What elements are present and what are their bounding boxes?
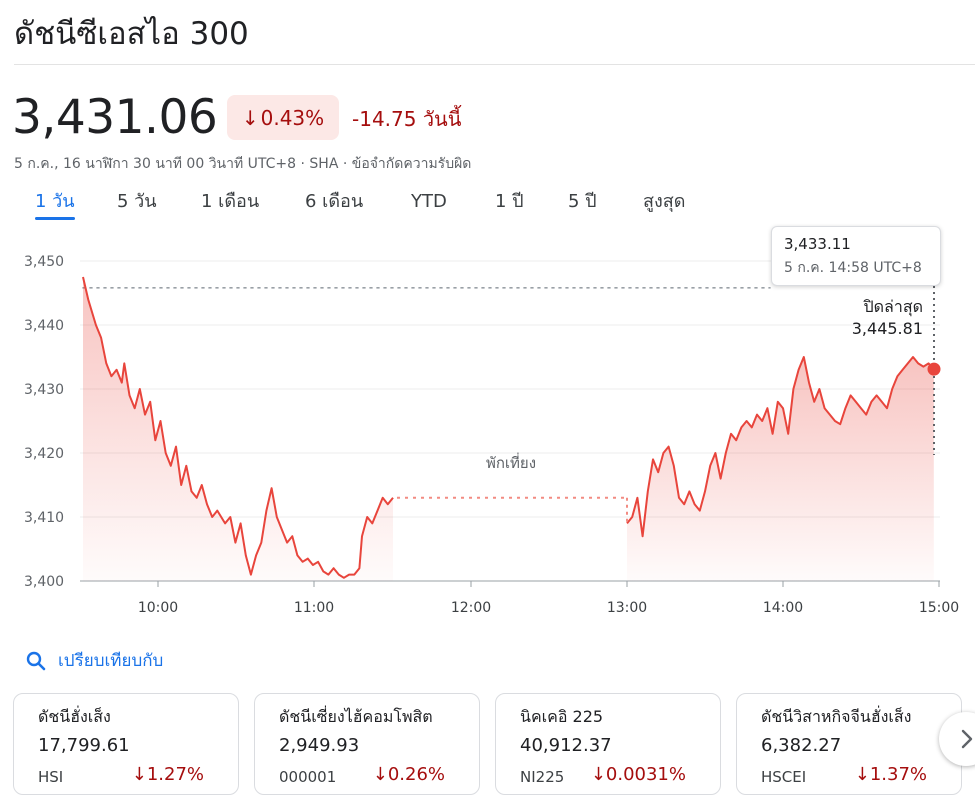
x-tick-label: 11:00 (294, 600, 334, 616)
page-title: ดัชนีซีเอสไอ 300 (14, 16, 249, 52)
y-tick-label: 3,420 (24, 446, 64, 462)
arrow-down-icon: ↓ (854, 764, 870, 785)
card-change: ↓1.37% (855, 764, 927, 785)
time-range-tabs: 1 วัน 5 วัน 1 เดือน 6 เดือน YTD 1 ปี 5 ป… (0, 190, 720, 224)
previous-close-value: 3,445.81 (851, 319, 923, 338)
header-divider (14, 64, 975, 65)
arrow-down-icon: ↓ (590, 764, 606, 785)
price-meta-info[interactable]: 5 ก.ค., 16 นาฬิกา 30 นาที 00 วินาที UTC+… (14, 156, 472, 172)
card-change: ↓0.0031% (591, 764, 686, 785)
y-tick-label: 3,410 (24, 510, 64, 526)
change-percent-badge: ↓ 0.43% (227, 95, 339, 140)
tab-1-year[interactable]: 1 ปี (495, 191, 524, 212)
card-change-value: 1.37% (869, 764, 927, 785)
card-price: 6,382.27 (761, 735, 842, 756)
x-tick-label: 14:00 (763, 600, 803, 616)
change-percent: 0.43% (260, 105, 325, 130)
card-price: 40,912.37 (520, 735, 612, 756)
y-tick-label: 3,440 (24, 318, 64, 334)
arrow-down-icon: ↓ (131, 764, 147, 785)
price-chart[interactable]: 3,450 3,440 3,430 3,420 3,410 3,400 10:00 11:00… (0, 225, 975, 625)
next-cards-button[interactable] (939, 712, 975, 766)
change-absolute: -14.75 วันนี้ (352, 107, 462, 131)
card-change-value: 1.27% (146, 764, 204, 785)
x-tick-label: 10:00 (138, 600, 178, 616)
afternoon-series-line (626, 356, 935, 538)
arrow-down-icon: ↓ (372, 764, 388, 785)
morning-series-line (82, 276, 394, 579)
compare-card-hsi[interactable]: ดัชนีฮั่งเส็ง 17,799.61 HSI ↓1.27% (13, 693, 239, 795)
previous-close-label: ปิดล่าสุด 3,445.81 (852, 296, 923, 340)
search-icon (26, 651, 46, 670)
card-ticker: HSI (38, 768, 64, 786)
current-price: 3,431.06 (12, 90, 218, 145)
card-price: 2,949.93 (279, 735, 360, 756)
tab-5-days[interactable]: 5 วัน (117, 191, 157, 212)
y-tick-label: 3,400 (24, 574, 64, 590)
compare-card-hscei[interactable]: ดัชนีวิสาหกิจจีนฮั่งเส็ง 6,382.27 HSCEI … (736, 693, 962, 795)
y-tick-label: 3,430 (24, 382, 64, 398)
card-change: ↓0.26% (373, 764, 445, 785)
tab-6-months[interactable]: 6 เดือน (305, 191, 364, 212)
tooltip-time: 5 ก.ค. 14:58 UTC+8 (784, 260, 922, 276)
chevron-right-icon (961, 729, 973, 749)
compare-label: เปรียบเทียบกับ (58, 651, 164, 671)
card-ticker: HSCEI (761, 768, 807, 786)
x-tick-label: 12:00 (451, 600, 491, 616)
card-price: 17,799.61 (38, 735, 130, 756)
current-point (927, 362, 941, 376)
morning-series-area (83, 277, 393, 581)
compare-card-nikkei[interactable]: นิคเคอิ 225 40,912.37 NI225 ↓0.0031% (495, 693, 721, 795)
tooltip-value: 3,433.11 (784, 235, 851, 253)
card-name: ดัชนีเซี่ยงไฮ้คอมโพสิต (279, 707, 433, 726)
card-ticker: 000001 (279, 768, 337, 786)
x-tick-label: 13:00 (607, 600, 647, 616)
card-change: ↓1.27% (132, 764, 204, 785)
afternoon-series-area (627, 357, 934, 581)
lunch-break-label: พักเที่ยง (486, 452, 536, 472)
card-ticker: NI225 (520, 768, 565, 786)
card-change-value: 0.26% (387, 764, 445, 785)
card-change-value: 0.0031% (605, 764, 686, 785)
card-name: นิคเคอิ 225 (520, 707, 604, 726)
chart-tooltip: 3,433.11 5 ก.ค. 14:58 UTC+8 (771, 226, 941, 286)
tab-5-years[interactable]: 5 ปี (568, 191, 597, 212)
y-tick-label: 3,450 (24, 254, 64, 270)
x-tick-label: 15:00 (919, 600, 959, 616)
compare-button[interactable]: เปรียบเทียบกับ (26, 647, 163, 674)
tab-1-day[interactable]: 1 วัน (35, 190, 75, 222)
tab-1-month[interactable]: 1 เดือน (201, 191, 260, 212)
tab-max[interactable]: สูงสุด (643, 191, 686, 212)
compare-card-shanghai[interactable]: ดัชนีเซี่ยงไฮ้คอมโพสิต 2,949.93 000001 ↓… (254, 693, 480, 795)
previous-close-title: ปิดล่าสุด (863, 297, 924, 316)
card-name: ดัชนีวิสาหกิจจีนฮั่งเส็ง (761, 707, 912, 726)
arrow-down-icon: ↓ (241, 105, 259, 130)
card-name: ดัชนีฮั่งเส็ง (38, 707, 111, 726)
tab-ytd[interactable]: YTD (411, 191, 447, 212)
